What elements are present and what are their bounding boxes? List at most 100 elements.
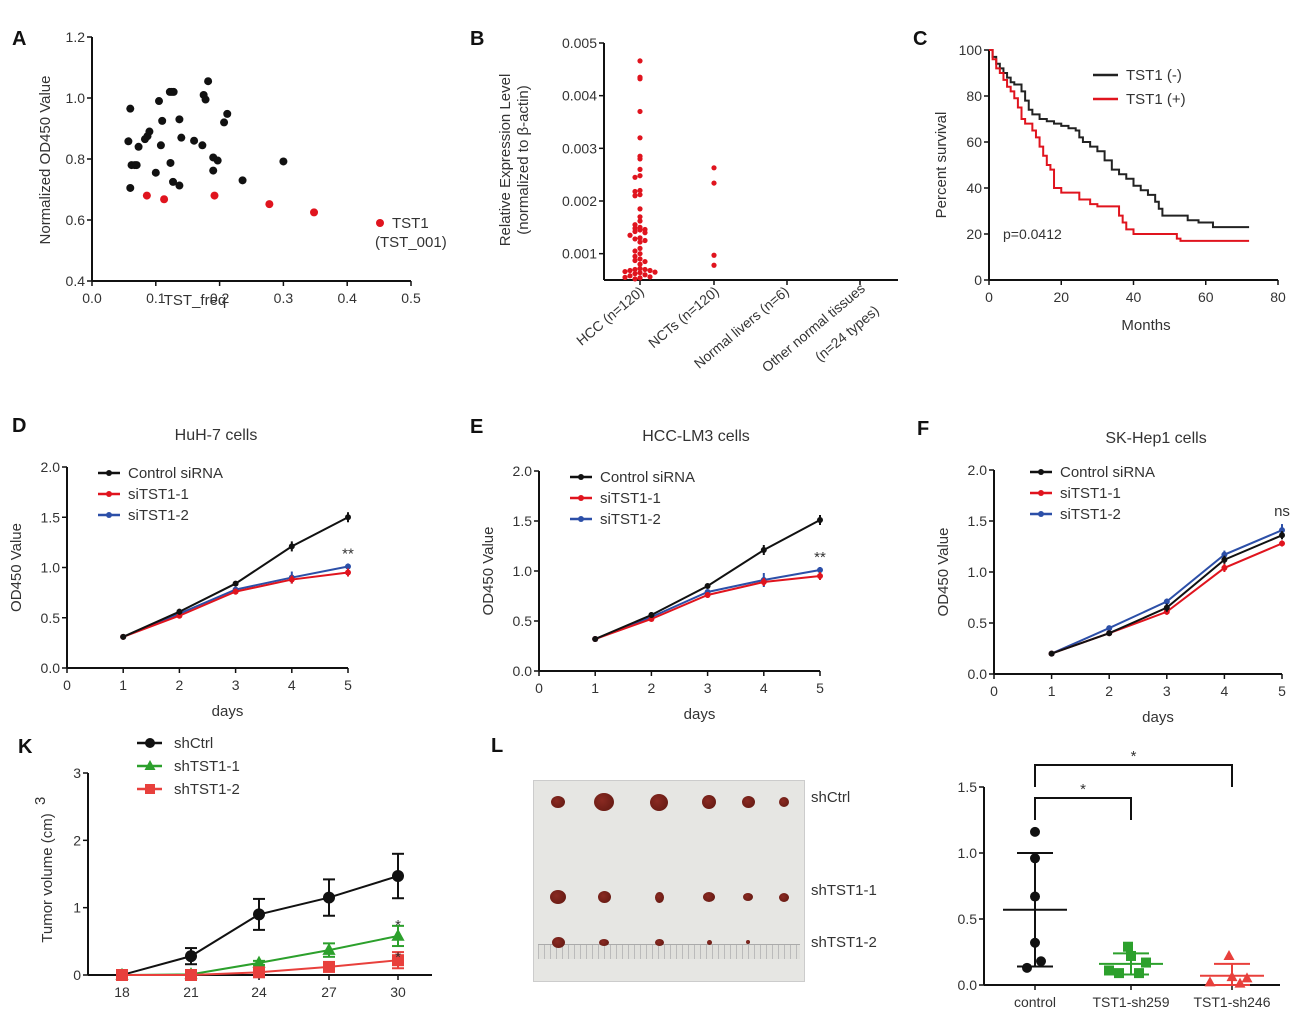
y-tick-label: 60 [966, 134, 982, 150]
data-point [392, 870, 404, 883]
data-point [711, 262, 717, 268]
data-point [1234, 977, 1246, 988]
x-category-label: TST1-sh246 [1193, 994, 1270, 1010]
data-point [253, 908, 265, 921]
y-tick-label: 2.0 [513, 463, 533, 479]
x-tick-label: 4 [1221, 683, 1229, 699]
data-point [1241, 972, 1253, 983]
legend-marker [145, 738, 155, 748]
x-tick-label: 0 [985, 289, 993, 305]
data-point [1134, 968, 1144, 979]
x-tick-label: 40 [1126, 289, 1142, 305]
data-point [704, 583, 711, 589]
panel-label-D: D [12, 415, 26, 437]
y-tick-label: 0.0 [968, 666, 988, 682]
data-point [652, 269, 658, 275]
data-point [637, 206, 643, 212]
data-point [176, 608, 183, 615]
data-point [323, 891, 335, 904]
data-point [345, 514, 351, 521]
data-point [253, 966, 265, 979]
x-tick-label: 1 [119, 677, 127, 693]
data-point [156, 141, 165, 150]
data-point [711, 180, 717, 186]
data-point [169, 87, 178, 96]
data-point [252, 955, 266, 968]
data-point [642, 266, 648, 273]
data-point [627, 273, 633, 279]
tumor-specimen [779, 892, 789, 902]
y-tick-label: 0 [974, 272, 982, 288]
data-point [648, 612, 655, 618]
data-point [1022, 962, 1032, 973]
data-point [637, 261, 643, 267]
y-tick-label: 1.5 [958, 779, 978, 795]
significance-bracket [1034, 797, 1132, 820]
y-tick-label: 20 [966, 226, 982, 242]
tumor-specimen [779, 797, 789, 807]
y-tick-label: 2.0 [41, 459, 61, 475]
data-point [637, 187, 643, 194]
data-point [622, 268, 628, 275]
legend-label: siTST1-1 [1060, 485, 1121, 502]
data-point [632, 222, 638, 228]
legend-marker [1038, 469, 1044, 475]
data-point [632, 276, 638, 282]
tumor-specimen [746, 940, 750, 944]
legend-label: siTST1-2 [600, 511, 661, 528]
data-point [345, 569, 351, 576]
chart-F: SK-Hep1 cells 0.0 0.5 1.0 1.5 2.0 0 1 2 3 4 5 days OD… [935, 430, 1290, 726]
x-tick-label: 30 [390, 984, 406, 1000]
data-point [637, 166, 643, 172]
legend-marker [376, 219, 384, 227]
panel-label-F: F [917, 418, 929, 440]
data-point [1279, 540, 1285, 547]
x-axis-label: days [684, 706, 716, 723]
tumor-specimen [650, 793, 668, 811]
tumor-specimen [703, 892, 715, 902]
x-tick-label: 20 [1053, 289, 1069, 305]
x-axis-label: days [212, 703, 244, 720]
data-point [632, 266, 638, 273]
legend-marker [578, 516, 584, 522]
data-point [175, 115, 184, 124]
legend-label: siTST1-1 [128, 486, 189, 503]
x-tick-label: 2 [648, 680, 656, 696]
data-point [177, 133, 186, 142]
survival-curve [989, 49, 1250, 229]
data-point [637, 108, 643, 115]
tumor-specimen [654, 891, 664, 903]
significance-annotation: * [395, 949, 401, 966]
chart-C: 0 20 40 60 80 100 0 20 40 60 80 Months Percent survi… [933, 42, 1286, 334]
x-tick-label: 3 [704, 680, 712, 696]
x-category-label: control [1014, 994, 1056, 1010]
data-point [1221, 551, 1228, 558]
legend-label: siTST1-2 [128, 507, 189, 524]
legend-marker [578, 474, 584, 480]
legend-marker [106, 470, 112, 476]
tumor-specimen [550, 890, 566, 904]
data-point [637, 256, 643, 262]
data-point [642, 272, 648, 278]
x-tick-label: 1 [591, 680, 599, 696]
significance-bracket [1034, 764, 1233, 787]
x-tick-label: 0 [990, 683, 998, 699]
data-point [637, 156, 643, 162]
data-point [288, 543, 295, 550]
y-tick-label: 0.0 [513, 663, 533, 679]
data-point [1126, 950, 1136, 961]
x-category-label: HCC (n=120) [573, 283, 647, 349]
data-point [760, 579, 767, 585]
tumor-specimen [599, 938, 609, 946]
x-tick-label: 80 [1270, 289, 1286, 305]
data-point [232, 588, 239, 595]
y-tick-label: 0 [73, 967, 81, 983]
data-point [632, 236, 638, 242]
data-point [592, 636, 599, 642]
legend-marker [578, 495, 584, 501]
legend-label: siTST1-2 [1060, 506, 1121, 523]
data-point [632, 174, 638, 180]
tumor-specimen [597, 891, 611, 903]
significance-annotation: * [1131, 748, 1137, 765]
